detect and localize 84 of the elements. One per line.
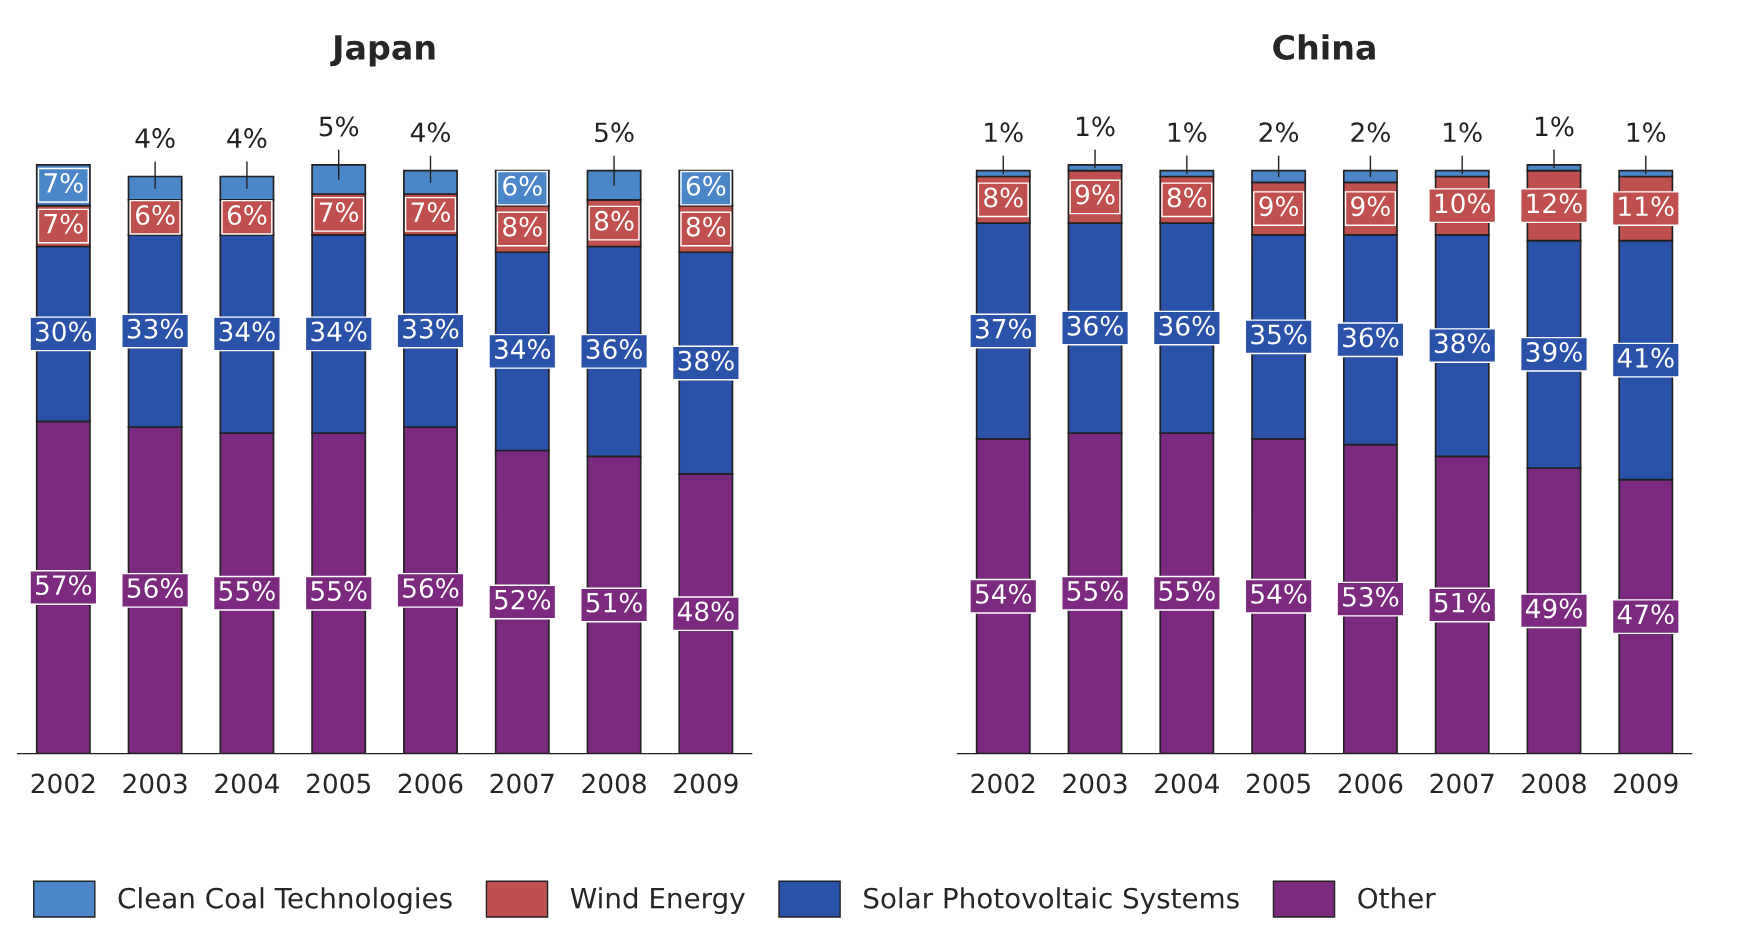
data-label: 4% <box>410 122 450 143</box>
data-label: 36% <box>1343 327 1399 348</box>
data-label: 36% <box>1067 315 1123 336</box>
data-label: 36% <box>1159 315 1215 336</box>
data-label: 8% <box>984 187 1023 208</box>
x-tick-label: 2009 <box>674 773 738 794</box>
data-label: 5% <box>595 122 634 143</box>
data-label: 8% <box>503 216 542 237</box>
data-label: 4% <box>227 128 267 149</box>
x-tick-label: 2009 <box>1614 773 1678 794</box>
data-label: 8% <box>594 210 634 231</box>
data-label: 8% <box>1167 187 1207 208</box>
chart-title: Japan <box>330 35 435 67</box>
data-label: 7% <box>44 172 83 193</box>
x-tick-label: 2006 <box>398 773 463 794</box>
data-label: 7% <box>44 213 83 234</box>
x-tick-label: 2005 <box>307 773 370 794</box>
data-label: 34% <box>494 339 551 360</box>
data-label: 53% <box>1343 586 1399 607</box>
data-label: 9% <box>1259 196 1299 217</box>
data-label: 55% <box>1067 580 1123 601</box>
data-label: 48% <box>677 601 734 622</box>
data-label: 37% <box>975 318 1032 339</box>
data-label: 30% <box>36 321 92 342</box>
x-tick-label: 2003 <box>123 773 187 794</box>
data-label: 1% <box>1168 122 1207 143</box>
x-tick-label: 2005 <box>1246 773 1310 794</box>
data-label: 12% <box>1527 193 1582 214</box>
data-label: 33% <box>127 318 183 339</box>
data-label: 36% <box>586 339 642 360</box>
legend-label: Wind Energy <box>570 887 745 915</box>
data-label: 7% <box>319 202 359 223</box>
data-label: 4% <box>135 128 175 149</box>
data-label: 2% <box>1259 122 1299 143</box>
data-label: 52% <box>494 589 551 610</box>
data-label: 47% <box>1617 604 1674 625</box>
data-label: 1% <box>985 122 1023 143</box>
data-label: 6% <box>136 205 175 225</box>
data-label: 2% <box>1351 122 1390 143</box>
data-label: 41% <box>1617 347 1674 368</box>
data-label: 9% <box>1075 184 1115 205</box>
data-label: 54% <box>975 583 1032 604</box>
x-tick-label: 2004 <box>215 773 280 794</box>
data-label: 7% <box>411 202 450 223</box>
data-label: 35% <box>1251 324 1307 345</box>
data-label: 34% <box>311 321 367 342</box>
data-label: 6% <box>227 205 267 225</box>
x-tick-label: 2008 <box>1522 773 1586 794</box>
data-label: 38% <box>678 350 734 371</box>
data-label: 56% <box>127 578 183 599</box>
data-label: 55% <box>1159 580 1215 601</box>
data-label: 55% <box>219 580 275 601</box>
x-tick-label: 2002 <box>971 773 1035 794</box>
data-label: 56% <box>403 578 459 599</box>
data-label: 8% <box>686 216 726 237</box>
data-label: 1% <box>1535 116 1574 137</box>
x-tick-label: 2003 <box>1063 773 1127 794</box>
x-tick-label: 2008 <box>582 773 646 794</box>
data-label: 38% <box>1434 333 1491 354</box>
legend-label: Clean Coal Technologies <box>118 887 452 915</box>
legend-label: Solar Photovoltaic Systems <box>864 887 1239 915</box>
legend-label: Other <box>1358 887 1436 909</box>
data-label: 9% <box>1351 196 1390 217</box>
x-tick-label: 2004 <box>1155 773 1219 794</box>
chart-title: China <box>1273 34 1375 60</box>
data-label: 6% <box>686 175 726 196</box>
x-tick-label: 2002 <box>31 773 95 794</box>
data-label: 1% <box>1444 122 1482 143</box>
data-label: 6% <box>503 175 542 196</box>
data-label: 33% <box>403 318 459 339</box>
data-label: 51% <box>586 592 642 613</box>
data-label: 54% <box>1251 583 1307 604</box>
data-label: 55% <box>311 580 367 601</box>
x-tick-label: 2006 <box>1338 773 1403 794</box>
data-label: 39% <box>1526 342 1582 362</box>
x-tick-label: 2007 <box>1430 773 1494 794</box>
data-label: 5% <box>319 116 359 137</box>
data-label: 57% <box>36 575 92 596</box>
x-tick-label: 2007 <box>490 773 554 794</box>
data-label: 34% <box>219 321 275 342</box>
data-label: 1% <box>1077 116 1115 137</box>
data-label: 49% <box>1525 598 1582 619</box>
data-label: 51% <box>1434 592 1491 613</box>
data-label: 1% <box>1627 122 1666 143</box>
